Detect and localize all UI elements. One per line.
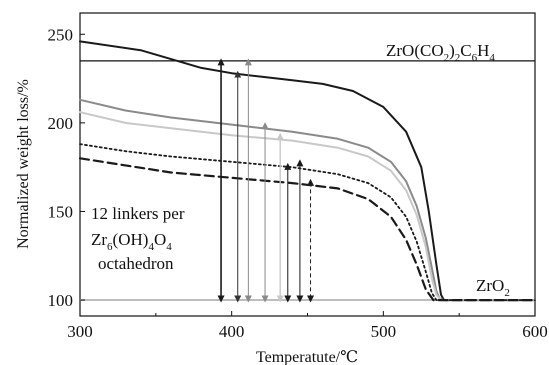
annotation-line-1: 12 linkers per	[91, 204, 185, 223]
y-axis-title: Normalized weight loss/%	[15, 79, 32, 249]
reference-label-ligand: ZrO(CO2)2C6H4	[386, 41, 495, 64]
y-tick-label: 100	[48, 291, 74, 310]
y-axis-ticks: 100 150 200 250	[48, 25, 85, 310]
series-line-2	[79, 111, 536, 302]
x-tick-label: 600	[522, 322, 548, 341]
x-axis-title: Temperatute/℃	[256, 349, 358, 365]
x-axis-ticks: 300 400 500 600	[67, 311, 548, 341]
y-tick-label: 150	[48, 202, 74, 221]
x-tick-label: 400	[219, 322, 245, 341]
series-line-1	[79, 98, 536, 302]
y-tick-label: 250	[48, 25, 74, 44]
x-tick-label: 300	[67, 322, 93, 341]
series-line-4	[78, 157, 537, 302]
x-tick-label: 500	[371, 322, 397, 341]
series-layer	[78, 40, 537, 302]
annotation-line-3: octahedron	[98, 254, 174, 273]
annotation-line-2: Zr6(OH)4O4	[91, 230, 172, 253]
y-tick-label: 200	[48, 114, 74, 133]
reference-label-zro2: ZrO2	[476, 276, 510, 299]
series-line-3	[79, 143, 536, 301]
arrow-layer	[217, 58, 315, 303]
